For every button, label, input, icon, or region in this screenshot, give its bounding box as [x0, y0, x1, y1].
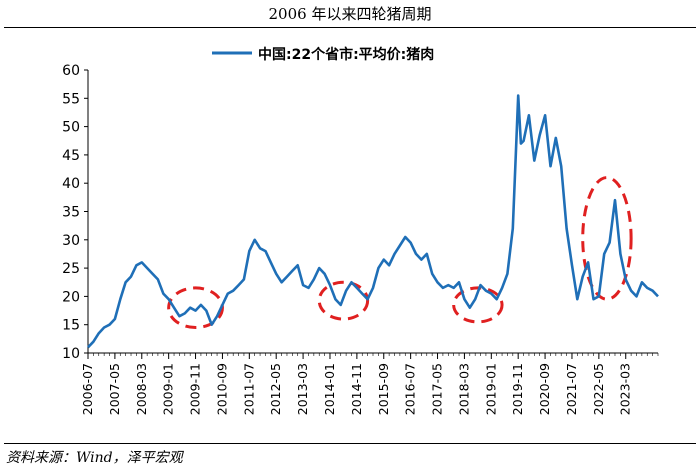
y-tick-label: 50	[62, 120, 80, 136]
y-tick-label: 45	[62, 148, 80, 164]
highlight-ellipse	[317, 280, 370, 321]
y-tick-label: 10	[62, 346, 80, 362]
y-tick-label: 55	[62, 91, 80, 107]
x-tick-label: 2006-07	[80, 363, 95, 415]
y-tick-label: 25	[62, 261, 80, 277]
x-tick-label: 2023-03	[618, 363, 633, 415]
x-tick-label: 2019-11	[510, 363, 525, 415]
x-tick-label: 2020-09	[537, 363, 552, 415]
x-tick-label: 2010-09	[214, 363, 229, 415]
pork-price-line	[87, 94, 659, 349]
y-tick-label: 20	[62, 289, 80, 305]
y-tick-label: 15	[62, 318, 80, 334]
legend-label: 中国:22个省市:平均价:猪肉	[258, 46, 434, 63]
x-tick-label: 2011-07	[241, 363, 256, 415]
y-tick-label: 60	[62, 63, 80, 79]
line-chart: 中国:22个省市:平均价:猪肉 10 15 20 25 30 35 40 45 50 55 60 20…	[62, 46, 659, 415]
x-tick-label: 2016-07	[403, 363, 418, 415]
x-tick-label: 2022-05	[591, 363, 606, 415]
y-tick-label: 35	[62, 205, 80, 221]
x-tick-label: 2017-05	[430, 363, 445, 415]
footer-divider	[4, 443, 696, 444]
x-tick-label: 2014-01	[322, 363, 337, 415]
x-tick-label: 2018-03	[456, 363, 471, 415]
x-tick-label: 2015-09	[376, 363, 391, 415]
legend: 中国:22个省市:平均价:猪肉	[212, 46, 434, 63]
highlight-ellipses	[167, 176, 633, 330]
x-tick-label: 2013-03	[295, 363, 310, 415]
source-note: 资料来源：Wind，泽平宏观	[6, 450, 183, 466]
x-tick-label: 2021-07	[564, 363, 579, 415]
x-tick-label: 2009-01	[161, 363, 176, 415]
title-divider	[4, 27, 696, 28]
highlight-ellipse	[452, 286, 504, 324]
x-tick-label: 2009-11	[188, 363, 203, 415]
y-tick-label: 30	[62, 233, 80, 249]
x-tick-label: 2008-03	[134, 363, 149, 415]
y-tick-label: 40	[62, 176, 80, 192]
x-tick-label: 2014-11	[349, 363, 364, 415]
x-tick-label: 2012-05	[268, 363, 283, 415]
x-tick-label: 2019-01	[483, 363, 498, 415]
axes: 10 15 20 25 30 35 40 45 50 55 60 2006-07 2007-05 2008…	[62, 63, 659, 415]
highlight-ellipse	[581, 176, 633, 301]
chart-title: 2006 年以来四轮猪周期	[268, 5, 432, 23]
x-tick-label: 2007-05	[107, 363, 122, 415]
